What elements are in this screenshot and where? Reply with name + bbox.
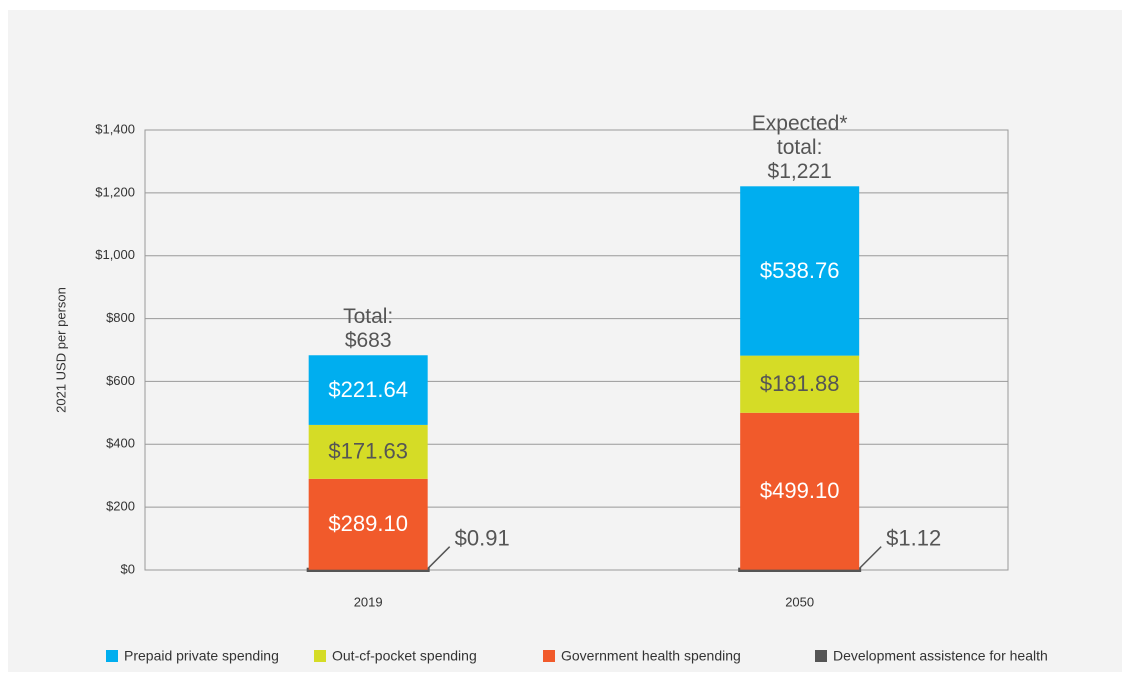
total-label: $1,221	[768, 160, 832, 183]
x-tick-label: 2019	[354, 594, 383, 609]
y-tick-label: $1,200	[95, 184, 135, 199]
x-tick-label: 2050	[785, 594, 814, 609]
bar-segment	[740, 412, 860, 570]
legend-label: Out-cf-pocket spending	[332, 648, 477, 664]
leader-line	[858, 546, 882, 570]
legend-swatch	[314, 650, 326, 662]
y-tick-label: $600	[106, 373, 135, 388]
y-tick-label: $1,400	[95, 121, 135, 136]
y-tick-label: $200	[106, 499, 135, 514]
y-tick-label: $1,000	[95, 247, 135, 262]
y-tick-label: $0	[121, 561, 135, 576]
total-label: Expected*	[752, 112, 848, 135]
total-label: $683	[345, 329, 392, 352]
bar-segment	[740, 186, 860, 356]
total-label: total:	[777, 136, 823, 159]
legend-swatch	[815, 650, 827, 662]
y-tick-label: $400	[106, 436, 135, 451]
value-label: $499.10	[760, 478, 840, 503]
legend-swatch	[543, 650, 555, 662]
legend-label: Government health spending	[561, 648, 741, 664]
value-label: $0.91	[455, 526, 510, 551]
value-label: $221.64	[328, 377, 408, 402]
total-label: Total:	[343, 305, 393, 328]
bar-segment	[308, 424, 428, 479]
leader-line	[427, 546, 451, 570]
bar-segment	[308, 478, 428, 570]
y-tick-label: $800	[106, 310, 135, 325]
y-axis-label: 2021 USD per person	[53, 287, 68, 413]
legend-swatch	[106, 650, 118, 662]
bar-segment	[740, 355, 860, 413]
panel	[8, 10, 1122, 672]
value-label: $171.63	[328, 439, 408, 464]
value-label: $538.76	[760, 258, 840, 283]
legend-label: Prepaid private spending	[124, 648, 279, 664]
value-label: $289.10	[328, 511, 408, 536]
bar-segment	[308, 355, 428, 425]
value-label: $181.88	[760, 371, 840, 396]
value-label: $1.12	[886, 525, 941, 550]
legend-label: Development assistence for health	[833, 648, 1048, 664]
